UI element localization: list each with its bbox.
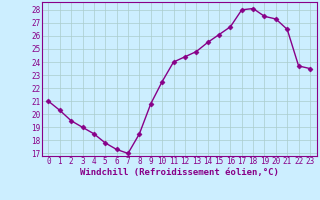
X-axis label: Windchill (Refroidissement éolien,°C): Windchill (Refroidissement éolien,°C) bbox=[80, 168, 279, 177]
